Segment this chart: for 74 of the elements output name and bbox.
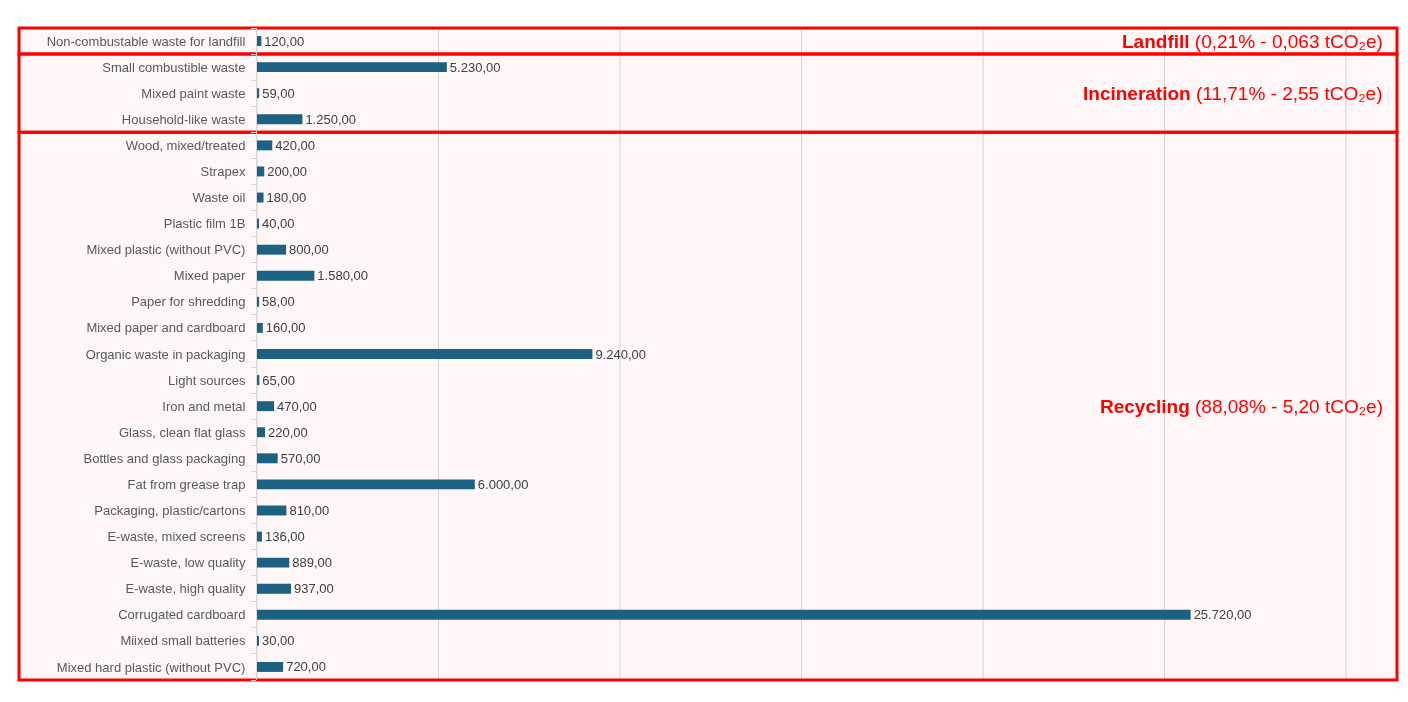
y-tick-label: Packaging, plastic/cartons (94, 503, 246, 519)
y-tick-label: Glass, clean flat glass (118, 424, 246, 440)
y-tick-label: Iron and metal (162, 398, 246, 414)
bar (257, 453, 278, 464)
data-label: 30,00 (262, 633, 295, 649)
y-tick-label: Mixed paper and cardboard (86, 320, 246, 336)
data-label: 810,00 (289, 502, 330, 518)
bar (257, 479, 475, 490)
y-tick-label: Strapex (200, 163, 246, 179)
bar (257, 36, 262, 46)
bar (257, 322, 263, 333)
data-label: 9.240,00 (595, 346, 647, 362)
bar (257, 609, 1191, 620)
bar (257, 662, 284, 672)
bar (257, 114, 303, 125)
data-label: 136,00 (264, 529, 305, 545)
bar (257, 270, 315, 281)
bar (257, 349, 593, 359)
y-tick-label: Mixed plastic (without PVC) (86, 242, 246, 258)
y-tick-label: Miixed small batteries (120, 633, 246, 649)
y-tick-label: Small combustible waste (102, 59, 246, 75)
band-label: Recycling (88,08% - 5,20 tCO₂e) (1100, 396, 1384, 417)
data-label: 180,00 (266, 190, 307, 206)
y-tick-label: Plastic film 1B (163, 216, 246, 232)
y-tick-label: E-waste, mixed screens (107, 529, 246, 545)
y-tick-label: Non-combustable waste for landfill (46, 33, 246, 49)
data-label: 59,00 (262, 85, 295, 101)
bar (257, 296, 260, 307)
bar (257, 401, 275, 412)
bar (257, 140, 273, 151)
data-label: 937,00 (294, 581, 334, 597)
data-label: 420,00 (275, 137, 316, 153)
data-label: 720,00 (286, 659, 326, 675)
data-label: 570,00 (280, 450, 321, 466)
data-label: 6.000,00 (477, 476, 529, 492)
data-label: 65,00 (262, 372, 295, 388)
bar (257, 427, 265, 438)
data-label: 1.250,00 (305, 111, 356, 127)
y-tick-label: E-waste, low quality (130, 555, 246, 571)
y-tick-label: Corrugated cardboard (118, 607, 246, 623)
y-tick-label: Waste oil (192, 190, 246, 206)
data-label: 889,00 (292, 555, 333, 571)
y-tick-label: Wood, mixed/treated (125, 137, 246, 153)
data-label: 470,00 (277, 398, 317, 414)
data-label: 25.720,00 (1193, 607, 1252, 623)
data-label: 800,00 (289, 242, 329, 258)
y-tick-label: Bottles and glass packaging (83, 450, 246, 466)
data-label: 120,00 (264, 33, 305, 49)
data-label: 1.580,00 (317, 268, 368, 284)
band-label: Landfill (0,21% - 0,063 tCO₂e) (1122, 31, 1383, 52)
y-tick-label: Mixed paint waste (141, 85, 246, 101)
y-tick-label: Organic waste in packaging (85, 346, 246, 362)
data-label: 40,00 (262, 216, 295, 232)
y-tick-label: Fat from grease trap (127, 476, 246, 492)
data-label: 58,00 (262, 294, 295, 310)
data-label: 220,00 (267, 424, 308, 440)
y-tick-label: Mixed hard plastic (without PVC) (56, 659, 246, 675)
bar (257, 166, 265, 177)
bar (257, 557, 290, 568)
bar (257, 88, 260, 99)
bar (257, 583, 292, 594)
y-tick-label: Household-like waste (121, 111, 246, 127)
y-tick-label: E-waste, high quality (125, 581, 246, 597)
bar (257, 62, 447, 73)
bar (257, 244, 287, 255)
y-tick-label: Paper for shredding (131, 294, 246, 310)
band-label: Incineration (11,71% - 2,55 tCO₂e) (1083, 83, 1383, 104)
data-label: 160,00 (265, 320, 306, 336)
bar (257, 192, 264, 203)
data-label: 5.230,00 (449, 59, 501, 75)
data-label: 200,00 (267, 163, 308, 179)
y-tick-label: Light sources (168, 372, 246, 388)
y-tick-label: Mixed paper (173, 268, 247, 284)
bar (257, 531, 262, 542)
